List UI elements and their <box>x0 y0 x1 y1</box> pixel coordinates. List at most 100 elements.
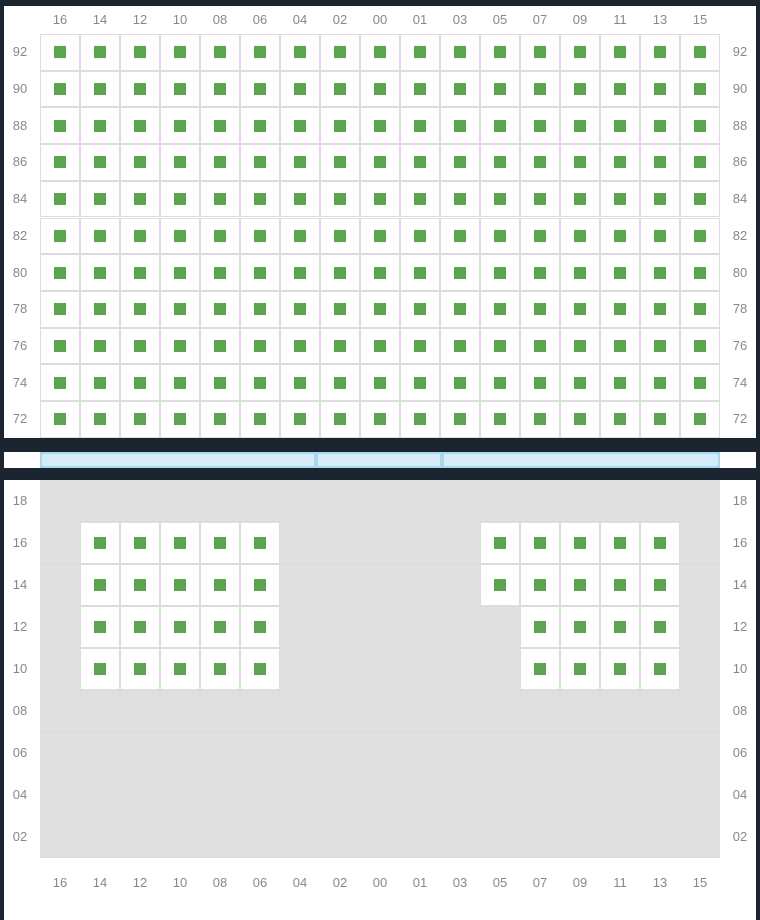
seat-marker[interactable] <box>494 377 506 389</box>
seat-marker[interactable] <box>214 413 226 425</box>
seat-marker[interactable] <box>494 303 506 315</box>
seat-marker[interactable] <box>454 377 466 389</box>
seat-marker[interactable] <box>454 156 466 168</box>
seat-marker[interactable] <box>654 303 666 315</box>
seat-marker[interactable] <box>494 230 506 242</box>
seat-marker[interactable] <box>54 120 66 132</box>
seat-marker[interactable] <box>414 377 426 389</box>
seat-marker[interactable] <box>54 46 66 58</box>
seat-marker[interactable] <box>614 377 626 389</box>
seat-marker[interactable] <box>214 46 226 58</box>
seat-marker[interactable] <box>214 663 226 675</box>
seat-marker[interactable] <box>334 303 346 315</box>
seat-marker[interactable] <box>54 303 66 315</box>
seat-marker[interactable] <box>214 303 226 315</box>
seat-marker[interactable] <box>374 303 386 315</box>
seat-marker[interactable] <box>94 83 106 95</box>
seat-marker[interactable] <box>94 230 106 242</box>
seat-marker[interactable] <box>254 377 266 389</box>
seat-marker[interactable] <box>614 579 626 591</box>
seat-marker[interactable] <box>374 83 386 95</box>
seat-marker[interactable] <box>134 193 146 205</box>
seat-marker[interactable] <box>294 193 306 205</box>
seat-marker[interactable] <box>454 193 466 205</box>
seat-marker[interactable] <box>654 230 666 242</box>
seat-marker[interactable] <box>454 340 466 352</box>
seat-marker[interactable] <box>134 621 146 633</box>
seat-marker[interactable] <box>534 537 546 549</box>
seat-marker[interactable] <box>294 156 306 168</box>
seat-marker[interactable] <box>414 156 426 168</box>
seat-marker[interactable] <box>174 83 186 95</box>
seat-marker[interactable] <box>374 340 386 352</box>
seat-marker[interactable] <box>254 267 266 279</box>
seat-marker[interactable] <box>494 193 506 205</box>
seat-marker[interactable] <box>214 230 226 242</box>
seat-marker[interactable] <box>334 340 346 352</box>
seat-marker[interactable] <box>94 120 106 132</box>
seat-marker[interactable] <box>294 230 306 242</box>
seat-marker[interactable] <box>414 83 426 95</box>
seat-marker[interactable] <box>534 46 546 58</box>
seat-marker[interactable] <box>534 377 546 389</box>
seat-marker[interactable] <box>294 340 306 352</box>
seat-marker[interactable] <box>134 230 146 242</box>
seat-marker[interactable] <box>614 120 626 132</box>
seat-marker[interactable] <box>614 156 626 168</box>
seat-marker[interactable] <box>254 156 266 168</box>
seat-marker[interactable] <box>214 537 226 549</box>
seat-marker[interactable] <box>654 193 666 205</box>
seat-marker[interactable] <box>654 579 666 591</box>
seat-marker[interactable] <box>94 193 106 205</box>
seat-marker[interactable] <box>534 156 546 168</box>
seat-marker[interactable] <box>494 579 506 591</box>
seat-marker[interactable] <box>334 120 346 132</box>
seat-marker[interactable] <box>254 537 266 549</box>
seat-marker[interactable] <box>374 120 386 132</box>
seat-marker[interactable] <box>494 413 506 425</box>
seat-marker[interactable] <box>534 579 546 591</box>
seat-marker[interactable] <box>174 120 186 132</box>
seat-marker[interactable] <box>574 230 586 242</box>
seat-marker[interactable] <box>254 120 266 132</box>
seat-marker[interactable] <box>254 413 266 425</box>
seat-marker[interactable] <box>214 83 226 95</box>
seat-marker[interactable] <box>134 377 146 389</box>
seat-marker[interactable] <box>534 303 546 315</box>
seat-marker[interactable] <box>494 83 506 95</box>
seat-marker[interactable] <box>174 230 186 242</box>
seat-marker[interactable] <box>694 267 706 279</box>
seat-marker[interactable] <box>174 377 186 389</box>
seat-marker[interactable] <box>574 377 586 389</box>
seat-marker[interactable] <box>254 83 266 95</box>
seat-marker[interactable] <box>574 579 586 591</box>
seat-marker[interactable] <box>534 193 546 205</box>
seat-marker[interactable] <box>654 537 666 549</box>
seat-marker[interactable] <box>94 156 106 168</box>
seat-marker[interactable] <box>614 83 626 95</box>
seat-marker[interactable] <box>254 621 266 633</box>
seat-marker[interactable] <box>54 413 66 425</box>
seat-marker[interactable] <box>694 340 706 352</box>
seat-marker[interactable] <box>494 156 506 168</box>
seat-marker[interactable] <box>614 340 626 352</box>
seat-marker[interactable] <box>574 413 586 425</box>
seat-marker[interactable] <box>54 377 66 389</box>
seat-marker[interactable] <box>334 230 346 242</box>
seat-marker[interactable] <box>134 663 146 675</box>
seat-marker[interactable] <box>134 46 146 58</box>
seat-marker[interactable] <box>134 579 146 591</box>
seat-marker[interactable] <box>614 303 626 315</box>
seat-marker[interactable] <box>134 413 146 425</box>
seat-marker[interactable] <box>574 193 586 205</box>
seat-marker[interactable] <box>54 230 66 242</box>
seat-marker[interactable] <box>694 303 706 315</box>
seat-marker[interactable] <box>614 230 626 242</box>
seat-marker[interactable] <box>414 340 426 352</box>
seat-marker[interactable] <box>534 413 546 425</box>
seat-marker[interactable] <box>534 663 546 675</box>
seat-marker[interactable] <box>94 537 106 549</box>
seat-marker[interactable] <box>574 537 586 549</box>
seat-marker[interactable] <box>254 663 266 675</box>
seat-marker[interactable] <box>654 267 666 279</box>
